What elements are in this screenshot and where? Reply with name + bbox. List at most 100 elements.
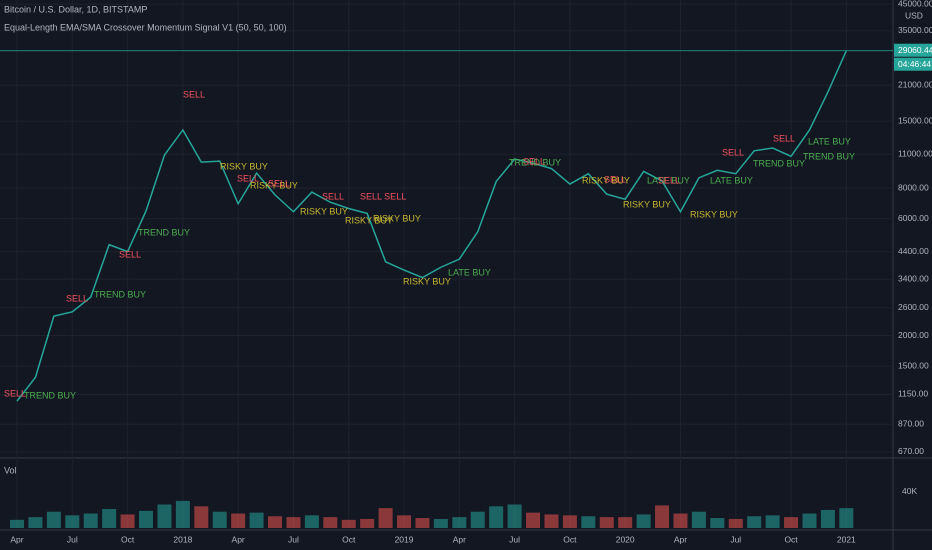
y-tick-label: 35000.00 bbox=[898, 25, 932, 35]
volume-tick-label: 40K bbox=[902, 486, 917, 496]
signal-label: LATE BUY bbox=[448, 267, 491, 277]
signal-label: TREND BUY bbox=[803, 151, 855, 161]
signal-label: LATE BUY bbox=[808, 136, 851, 146]
volume-bar bbox=[341, 519, 356, 528]
volume-bar bbox=[65, 515, 80, 528]
volume-bar bbox=[820, 509, 835, 528]
signal-label: RISKY BUY bbox=[250, 180, 298, 190]
y-tick-label: 1150.00 bbox=[898, 389, 928, 399]
volume-bar bbox=[747, 516, 762, 528]
volume-bar bbox=[157, 504, 172, 528]
signal-label: TREND BUY bbox=[94, 289, 146, 299]
x-tick-label: 2019 bbox=[395, 534, 414, 544]
volume-bar bbox=[581, 516, 596, 528]
countdown-box bbox=[894, 57, 932, 71]
volume-bar bbox=[452, 517, 467, 528]
y-tick-label: 3400.00 bbox=[898, 273, 929, 283]
x-tick-label: Jul bbox=[509, 534, 520, 544]
chart-title: Bitcoin / U.S. Dollar, 1D, BITSTAMP bbox=[4, 4, 147, 14]
x-tick-label: Oct bbox=[121, 534, 135, 544]
volume-bar bbox=[433, 518, 448, 528]
x-tick-label: 2018 bbox=[173, 534, 192, 544]
x-tick-label: Jul bbox=[67, 534, 78, 544]
price-line bbox=[16, 50, 848, 402]
volume-bar bbox=[102, 509, 117, 528]
x-tick-label: Apr bbox=[10, 534, 23, 544]
volume-bar bbox=[212, 511, 227, 528]
volume-bar bbox=[378, 508, 393, 528]
volume-bar bbox=[728, 518, 743, 528]
signal-label: SELL SELL bbox=[360, 191, 406, 201]
signal-label: SELL bbox=[4, 388, 26, 398]
volume-bar bbox=[46, 511, 61, 528]
signal-label: RISKY BUY bbox=[373, 213, 421, 223]
x-tick-label: Apr bbox=[674, 534, 687, 544]
volume-bar bbox=[360, 518, 375, 528]
x-tick-label: Apr bbox=[453, 534, 466, 544]
x-tick-label: Oct bbox=[563, 534, 577, 544]
volume-bar bbox=[673, 513, 688, 528]
signal-label: SELL bbox=[237, 173, 259, 183]
volume-bar bbox=[618, 517, 633, 528]
y-tick-label: 21000.00 bbox=[898, 80, 932, 90]
volume-bar bbox=[636, 514, 651, 528]
signal-label: RISKY BUY bbox=[345, 215, 393, 225]
signal-label: SELL bbox=[773, 133, 795, 143]
y-tick-label: 2000.00 bbox=[898, 330, 929, 340]
volume-bar bbox=[139, 510, 154, 528]
signal-label: SELL bbox=[119, 249, 141, 259]
signal-label: SELL bbox=[604, 174, 626, 184]
volume-bar bbox=[599, 517, 614, 528]
x-tick-label: Apr bbox=[232, 534, 245, 544]
signal-label: SELL bbox=[66, 293, 88, 303]
y-tick-label: 870.00 bbox=[898, 418, 924, 428]
x-tick-label: Oct bbox=[342, 534, 356, 544]
y-tick-label: 4400.00 bbox=[898, 246, 929, 256]
volume-bar bbox=[526, 512, 541, 528]
volume-bar bbox=[489, 506, 504, 528]
signal-label: RISKY BUY bbox=[300, 206, 348, 216]
signal-label: LATE BUY bbox=[710, 175, 753, 185]
countdown: 04:46:44 bbox=[898, 59, 931, 69]
signal-label: SELL bbox=[268, 178, 290, 188]
volume-bar bbox=[194, 506, 209, 528]
volume-bar bbox=[691, 511, 706, 528]
volume-bar bbox=[470, 511, 485, 528]
y-tick-label: 1500.00 bbox=[898, 360, 929, 370]
x-tick-label: Jul bbox=[288, 534, 299, 544]
volume-bar bbox=[231, 513, 246, 528]
volume-bar bbox=[249, 512, 264, 528]
x-tick-label: 2021 bbox=[837, 534, 856, 544]
last-price-box bbox=[894, 43, 932, 57]
last-price-label: 29060.44 bbox=[898, 45, 932, 55]
signal-label: TREND BUY bbox=[509, 157, 561, 167]
signal-label: RISKY BUY bbox=[623, 199, 671, 209]
volume-bar bbox=[839, 508, 854, 528]
y-tick-label: 15000.00 bbox=[898, 115, 932, 125]
volume-bar bbox=[10, 519, 24, 528]
volume-bar bbox=[655, 505, 670, 528]
x-tick-label: Oct bbox=[784, 534, 798, 544]
volume-bar bbox=[784, 517, 799, 528]
y-tick-label: 11000.00 bbox=[898, 148, 932, 158]
volume-bar bbox=[397, 515, 412, 528]
signal-label: SELL bbox=[523, 156, 545, 166]
volume-title: Vol bbox=[4, 465, 17, 475]
signal-label: RISKY BUY bbox=[220, 161, 268, 171]
signal-label: TREND BUY bbox=[24, 390, 76, 400]
signal-label: SELL bbox=[322, 191, 344, 201]
y-tick-label: 8000.00 bbox=[898, 182, 929, 192]
volume-bar bbox=[286, 517, 301, 528]
volume-bar bbox=[765, 515, 780, 528]
volume-bar bbox=[802, 513, 817, 528]
volume-bar bbox=[323, 517, 338, 528]
y-tick-label: 45000.00 bbox=[898, 0, 932, 8]
x-tick-label: 2020 bbox=[616, 534, 635, 544]
volume-bar bbox=[710, 518, 725, 528]
volume-bar bbox=[304, 515, 319, 528]
indicator-title: Equal-Length EMA/SMA Crossover Momentum … bbox=[4, 22, 287, 32]
volume-bar bbox=[28, 517, 43, 528]
unit-label: USD bbox=[905, 10, 923, 20]
volume-bar bbox=[415, 518, 430, 528]
